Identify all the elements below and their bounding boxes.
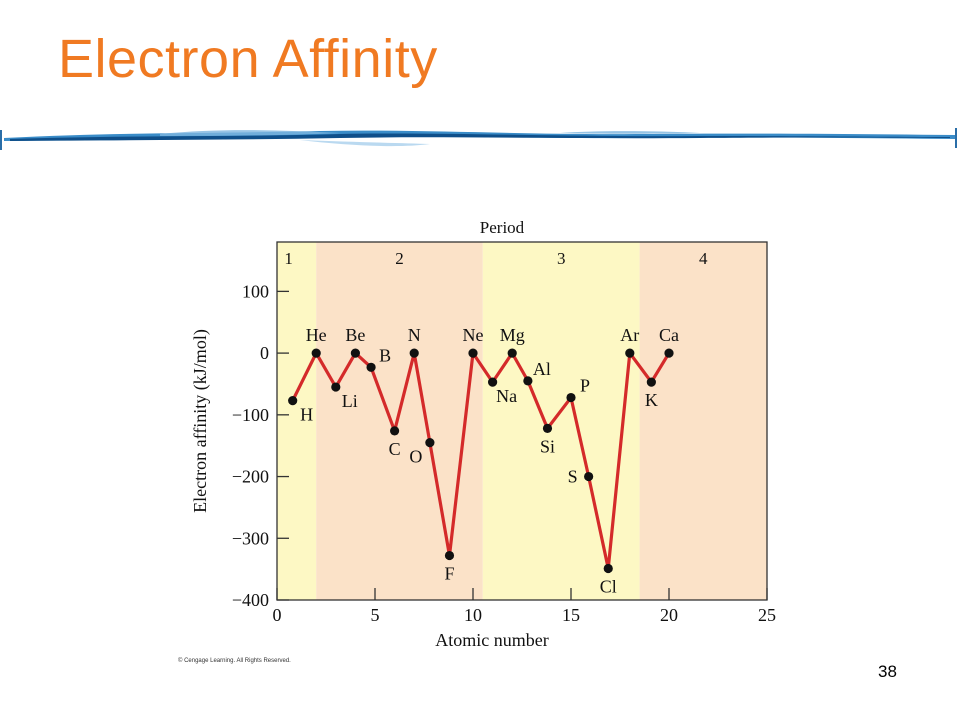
point-label-Si: Si xyxy=(540,436,555,456)
data-point-He xyxy=(311,348,321,358)
page-number: 38 xyxy=(878,662,897,681)
point-label-P: P xyxy=(580,376,590,396)
data-point-S xyxy=(584,471,594,482)
point-label-Ne: Ne xyxy=(463,325,484,345)
point-label-Ar: Ar xyxy=(620,325,639,345)
x-tick-label: 15 xyxy=(562,605,580,625)
period-band-2 xyxy=(316,242,483,600)
y-tick-label: 0 xyxy=(260,343,269,363)
data-point-Ne xyxy=(468,348,478,358)
data-point-H xyxy=(288,396,298,406)
data-point-Ca xyxy=(664,348,674,358)
point-label-C: C xyxy=(389,439,401,459)
period-label-2: 2 xyxy=(395,249,404,268)
y-axis-ticks: 100 0 −100 −200 −300 −400 xyxy=(232,281,289,610)
point-label-Ca: Ca xyxy=(659,325,679,345)
point-labels: H He Li Be B C N O F Ne Na Mg Al Si P S Cl Ar K Ca xyxy=(300,325,679,596)
electron-affinity-chart: 1 2 3 4 100 0 −100 −200 −300 −400 0 5 10 15 20 25 H He… xyxy=(180,205,800,670)
point-label-F: F xyxy=(444,564,454,584)
data-point-C xyxy=(390,426,400,436)
y-tick-label: −400 xyxy=(232,590,269,610)
x-tick-label: 0 xyxy=(273,605,282,625)
y-tick-label: −100 xyxy=(232,405,269,425)
water-divider xyxy=(0,128,957,150)
x-axis-label: Atomic number xyxy=(435,630,548,650)
chart-title: Period xyxy=(480,218,525,237)
data-point-O xyxy=(425,438,435,448)
point-label-K: K xyxy=(645,390,658,410)
point-label-Mg: Mg xyxy=(500,325,525,345)
y-tick-label: 100 xyxy=(242,281,269,301)
point-label-Be: Be xyxy=(345,325,365,345)
data-point-F xyxy=(444,550,455,561)
data-point-Mg xyxy=(507,348,517,358)
period-label-4: 4 xyxy=(699,249,708,268)
period-label-1: 1 xyxy=(284,249,293,268)
period-band-3 xyxy=(482,242,640,600)
y-tick-label: −200 xyxy=(232,467,269,487)
x-tick-label: 25 xyxy=(758,605,776,625)
data-point-Na xyxy=(488,377,498,387)
point-label-Cl: Cl xyxy=(600,577,617,597)
data-point-Ar xyxy=(625,348,635,358)
slide-title: Electron Affinity xyxy=(58,29,438,89)
copyright-notice: © Cengage Learning. All Rights Reserved. xyxy=(178,658,291,664)
data-points xyxy=(288,348,674,574)
period-bands: 1 2 3 4 xyxy=(277,242,767,600)
period-label-3: 3 xyxy=(557,249,566,268)
data-point-N xyxy=(409,348,419,358)
x-tick-label: 5 xyxy=(371,605,380,625)
x-axis-ticks: 0 5 10 15 20 25 xyxy=(273,588,776,625)
y-tick-label: −300 xyxy=(232,528,269,548)
point-label-O: O xyxy=(409,447,422,467)
data-point-P xyxy=(566,392,576,403)
chart-svg: 1 2 3 4 100 0 −100 −200 −300 −400 0 5 10 15 20 25 H He… xyxy=(190,218,776,650)
x-tick-label: 10 xyxy=(464,605,482,625)
data-point-Cl xyxy=(603,563,613,574)
data-point-B xyxy=(366,362,376,372)
data-point-Li xyxy=(331,382,341,392)
period-band-4 xyxy=(639,242,767,600)
data-point-Al xyxy=(523,376,533,386)
point-label-B: B xyxy=(379,345,391,365)
data-point-Si xyxy=(542,423,553,434)
point-label-Na: Na xyxy=(496,386,517,406)
point-label-Li: Li xyxy=(342,391,358,411)
x-tick-label: 20 xyxy=(660,605,678,625)
point-label-N: N xyxy=(408,325,421,345)
y-axis-label: Electron affinity (kJ/mol) xyxy=(190,329,211,513)
point-label-Al: Al xyxy=(533,359,551,379)
point-label-H: H xyxy=(300,405,313,425)
point-label-S: S xyxy=(568,467,578,487)
period-band-1 xyxy=(277,242,317,600)
data-point-Be xyxy=(350,348,360,358)
plot-frame xyxy=(276,241,768,601)
data-point-K xyxy=(646,377,656,387)
point-label-He: He xyxy=(306,325,327,345)
